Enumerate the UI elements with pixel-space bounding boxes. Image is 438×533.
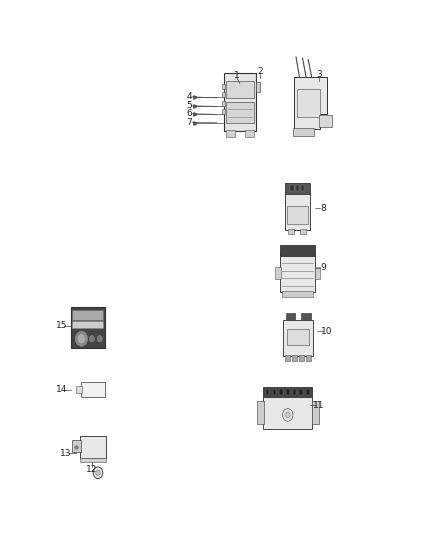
Bar (71, 308, 105, 348)
Bar (290, 185, 294, 191)
Bar (72, 440, 81, 452)
Bar (286, 389, 290, 395)
Bar (296, 185, 299, 191)
Circle shape (97, 336, 102, 342)
Polygon shape (294, 77, 327, 129)
Text: 1: 1 (233, 71, 239, 80)
Text: 4: 4 (187, 92, 192, 101)
Bar (312, 401, 319, 424)
Circle shape (78, 335, 85, 343)
Text: 13: 13 (60, 449, 71, 458)
Bar (222, 101, 225, 106)
Bar (263, 387, 312, 397)
Bar (80, 435, 106, 458)
Bar (222, 84, 225, 89)
Text: 14: 14 (56, 385, 67, 394)
Bar (301, 313, 311, 320)
Bar (226, 130, 235, 136)
Bar (81, 382, 105, 398)
Text: 2: 2 (257, 67, 263, 76)
Bar (301, 185, 304, 191)
Bar (222, 92, 225, 98)
Text: 12: 12 (86, 465, 98, 473)
Bar (283, 320, 314, 356)
Text: 15: 15 (56, 321, 67, 330)
Bar (255, 82, 260, 92)
Text: 11: 11 (313, 401, 325, 410)
Bar (72, 321, 103, 328)
Text: 10: 10 (321, 327, 333, 336)
Bar (245, 130, 254, 136)
Text: 7: 7 (187, 118, 192, 127)
Bar (293, 389, 296, 395)
Bar (280, 245, 315, 256)
Circle shape (283, 409, 293, 421)
Bar (287, 329, 309, 345)
Circle shape (96, 470, 100, 475)
Bar (266, 389, 269, 395)
Circle shape (93, 467, 103, 479)
Bar (285, 192, 310, 230)
Bar (72, 310, 103, 320)
Bar (280, 254, 315, 292)
Bar (222, 109, 225, 114)
Bar (226, 80, 254, 98)
Bar (299, 355, 304, 361)
Bar (319, 115, 332, 126)
Bar (287, 206, 307, 224)
Bar (288, 229, 294, 234)
Bar (315, 266, 320, 279)
Text: 3: 3 (316, 70, 322, 79)
Bar (306, 355, 311, 361)
Bar (77, 386, 82, 393)
Bar (257, 401, 264, 424)
Text: 5: 5 (187, 101, 192, 110)
Bar (300, 229, 307, 234)
Bar (224, 73, 255, 131)
Text: 6: 6 (187, 109, 192, 118)
Bar (297, 89, 320, 117)
Bar (273, 389, 276, 395)
Circle shape (75, 332, 88, 346)
Bar (293, 128, 314, 135)
Bar (279, 389, 283, 395)
Bar (275, 266, 281, 279)
Bar (282, 291, 313, 297)
Bar (299, 389, 303, 395)
Bar (306, 389, 310, 395)
Text: 8: 8 (321, 204, 326, 213)
Circle shape (89, 336, 95, 342)
Bar (285, 355, 290, 361)
Circle shape (286, 413, 290, 418)
Bar (226, 102, 254, 123)
Bar (263, 396, 312, 429)
Bar (286, 313, 295, 320)
Bar (285, 183, 310, 195)
Text: 9: 9 (321, 263, 326, 272)
Bar (292, 355, 297, 361)
Bar (80, 458, 106, 462)
